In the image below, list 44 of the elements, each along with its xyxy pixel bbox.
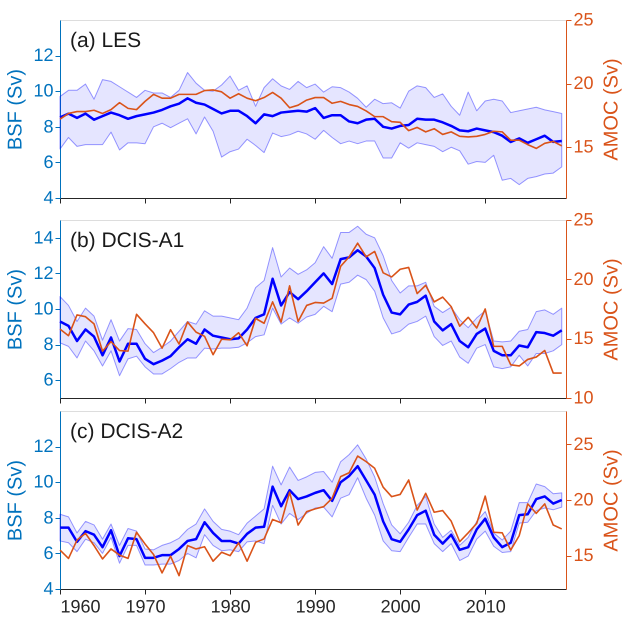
y-tick-label: 10 bbox=[33, 80, 54, 101]
y-axis-title: BSF (Sv) bbox=[4, 460, 26, 542]
x-tick-label: 1960 bbox=[60, 596, 101, 616]
y-tick-label: 12 bbox=[33, 262, 54, 283]
y2-tick-label: 15 bbox=[574, 545, 594, 566]
y-tick-label: 8 bbox=[43, 507, 54, 528]
y2-tick-label: 20 bbox=[574, 268, 594, 289]
y-tick-label: 4 bbox=[43, 188, 54, 208]
line-series bbox=[58, 97, 563, 144]
y-axis-title: BSF (Sv) bbox=[4, 68, 26, 150]
x-tick-label: 1990 bbox=[296, 596, 336, 616]
line-series bbox=[58, 464, 563, 560]
y-tick-label: 6 bbox=[43, 152, 54, 172]
y-tick-label: 12 bbox=[33, 45, 54, 66]
y2-tick-label: 25 bbox=[574, 10, 594, 30]
y-tick-label: 6 bbox=[43, 370, 54, 390]
line-series bbox=[59, 455, 563, 576]
y-tick-label: 6 bbox=[43, 542, 54, 563]
y-tick-label: 14 bbox=[33, 227, 54, 248]
line-series bbox=[59, 89, 563, 150]
y2-axis-title: AMOC (Sv) bbox=[600, 449, 623, 552]
y-tick-label: 12 bbox=[33, 436, 54, 456]
chart-title: (a) LES bbox=[70, 29, 142, 52]
y2-tick-label: 25 bbox=[574, 434, 594, 454]
y-tick-label: 8 bbox=[43, 116, 54, 136]
chart-title: (c) DCIS-A2 bbox=[70, 420, 184, 443]
y2-tick-label: 10 bbox=[574, 388, 594, 408]
y2-axis-title: AMOC (Sv) bbox=[600, 58, 623, 161]
x-tick-label: 1970 bbox=[126, 596, 166, 616]
y2-tick-label: 20 bbox=[574, 73, 594, 94]
y2-tick-label: 15 bbox=[574, 328, 594, 348]
y2-tick-label: 25 bbox=[574, 210, 594, 230]
y-tick-label: 4 bbox=[43, 578, 54, 598]
y2-axis-title: AMOC (Sv) bbox=[600, 258, 623, 361]
y2-tick-label: 20 bbox=[574, 490, 594, 510]
y-tick-label: 10 bbox=[33, 298, 54, 318]
x-tick-label: 2010 bbox=[466, 596, 506, 616]
x-tick-label: 2000 bbox=[380, 596, 421, 616]
y2-tick-label: 15 bbox=[574, 136, 594, 157]
x-tick-label: 1980 bbox=[210, 596, 251, 616]
y-tick-label: 8 bbox=[43, 334, 54, 354]
y-axis-title: BSF (Sv) bbox=[4, 268, 26, 350]
y-tick-label: 10 bbox=[33, 472, 54, 492]
chart-title: (b) DCIS-A1 bbox=[70, 229, 184, 252]
